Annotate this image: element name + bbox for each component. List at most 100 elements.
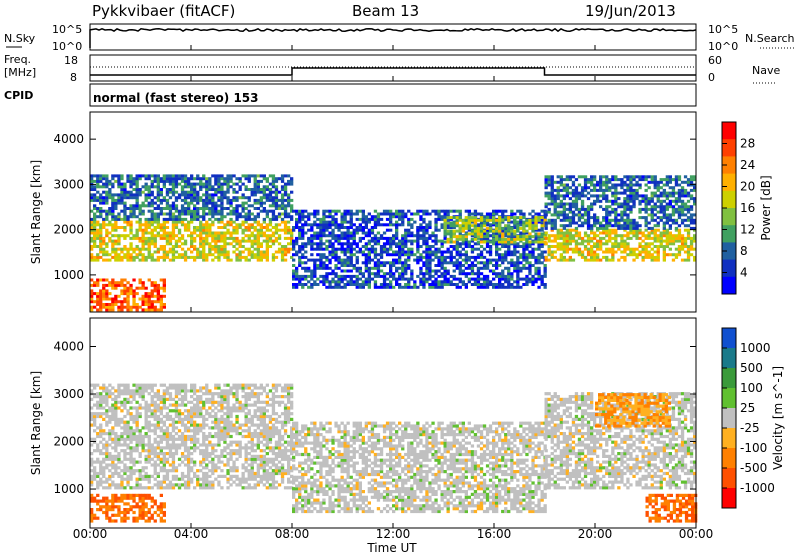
- heatmap-cell: [519, 255, 523, 259]
- heatmap-cell: [629, 197, 633, 201]
- heatmap-cell: [623, 228, 627, 232]
- heatmap-cell: [668, 224, 672, 228]
- heatmap-cell: [626, 253, 630, 257]
- heatmap-cell: [114, 406, 118, 410]
- heatmap-cell: [135, 446, 139, 450]
- heatmap-cell: [617, 247, 621, 251]
- heatmap-cell: [147, 426, 151, 430]
- heatmap-cell: [280, 217, 285, 221]
- heatmap-cell: [544, 236, 548, 240]
- heatmap-cell: [156, 283, 160, 287]
- heatmap-cell: [556, 210, 560, 214]
- heatmap-cell: [674, 234, 679, 238]
- heatmap-cell: [495, 253, 499, 257]
- heatmap-cell: [268, 182, 273, 186]
- heatmap-cell: [461, 272, 465, 276]
- heatmap-cell: [150, 228, 154, 232]
- heatmap-cell: [244, 220, 248, 224]
- heatmap-cell: [313, 215, 317, 219]
- heatmap-cell: [556, 194, 560, 198]
- heatmap-cell: [452, 245, 456, 248]
- heatmap-cell: [190, 215, 194, 219]
- heatmap-cell: [547, 191, 551, 195]
- heatmap-cell: [568, 186, 572, 190]
- heatmap-cell: [223, 250, 227, 254]
- heatmap-cell: [295, 209, 299, 213]
- heatmap-cell: [425, 223, 429, 227]
- heatmap-cell: [331, 242, 335, 246]
- heatmap-cell: [614, 207, 618, 211]
- heatmap-cell: [443, 240, 447, 244]
- heatmap-cell: [141, 308, 145, 312]
- heatmap-cell: [304, 261, 308, 265]
- heatmap-cell: [565, 191, 569, 195]
- heatmap-cell: [577, 183, 582, 187]
- heatmap-cell: [147, 434, 151, 439]
- heatmap-cell: [138, 483, 142, 487]
- heatmap-cell: [153, 392, 157, 396]
- heatmap-cell: [138, 217, 142, 221]
- heatmap-cell: [562, 218, 566, 222]
- heatmap-cell: [162, 245, 166, 248]
- heatmap-cell: [504, 234, 508, 238]
- heatmap-cell: [99, 234, 103, 238]
- heatmap-cell: [223, 223, 227, 227]
- heatmap-cell: [90, 308, 94, 312]
- heatmap-cell: [141, 245, 145, 248]
- heatmap-cell: [668, 202, 672, 206]
- heatmap-cell: [123, 185, 127, 189]
- heatmap-cell: [547, 253, 551, 257]
- heatmap-cell: [401, 209, 405, 213]
- heatmap-cell: [111, 417, 115, 421]
- heatmap-cell: [331, 280, 335, 284]
- heatmap-cell: [389, 242, 393, 246]
- heatmap-cell: [510, 234, 514, 238]
- heatmap-cell: [93, 466, 97, 470]
- heatmap-cell: [283, 231, 288, 235]
- heatmap-cell: [586, 247, 591, 251]
- heatmap-cell: [217, 255, 221, 259]
- heatmap-cell: [349, 283, 353, 286]
- heatmap-cell: [334, 212, 338, 216]
- heatmap-cell: [593, 199, 597, 203]
- heatmap-cell: [99, 297, 103, 301]
- heatmap-cell: [283, 212, 288, 216]
- heatmap-cell: [665, 183, 669, 187]
- heatmap-cell: [126, 174, 130, 178]
- heatmap-cell: [259, 231, 263, 235]
- heatmap-cell: [235, 247, 239, 251]
- heatmap-cell: [105, 466, 109, 470]
- heatmap-cell: [205, 204, 209, 208]
- heatmap-cell: [199, 223, 203, 227]
- heatmap-cell: [479, 245, 484, 248]
- heatmap-cell: [596, 226, 600, 230]
- heatmap-cell: [525, 280, 529, 284]
- heatmap-cell: [674, 255, 679, 259]
- heatmap-cell: [488, 253, 493, 257]
- heatmap-cell: [428, 266, 432, 270]
- heatmap-cell: [90, 294, 94, 298]
- heatmap-cell: [162, 253, 166, 257]
- heatmap-cell: [677, 224, 682, 228]
- heatmap-cell: [626, 199, 630, 203]
- heatmap-cell: [105, 297, 109, 301]
- heatmap-cell: [319, 253, 323, 257]
- heatmap-cell: [292, 228, 296, 232]
- heatmap-cell: [292, 242, 296, 246]
- heatmap-cell: [544, 178, 548, 182]
- heatmap-cell: [310, 223, 314, 227]
- heatmap-cell: [193, 217, 197, 221]
- heatmap-cell: [290, 247, 294, 251]
- heatmap-cell: [322, 283, 326, 286]
- heatmap-cell: [283, 228, 288, 232]
- heatmap-cell: [138, 226, 142, 229]
- heatmap-cell: [540, 255, 544, 259]
- heatmap-cell: [537, 232, 541, 236]
- heatmap-cell: [629, 178, 633, 182]
- heatmap-cell: [334, 223, 338, 227]
- heatmap-cell: [593, 234, 597, 238]
- heatmap-cell: [235, 177, 239, 181]
- heatmap-cell: [608, 221, 612, 225]
- heatmap-cell: [522, 235, 526, 239]
- heatmap-cell: [525, 229, 529, 233]
